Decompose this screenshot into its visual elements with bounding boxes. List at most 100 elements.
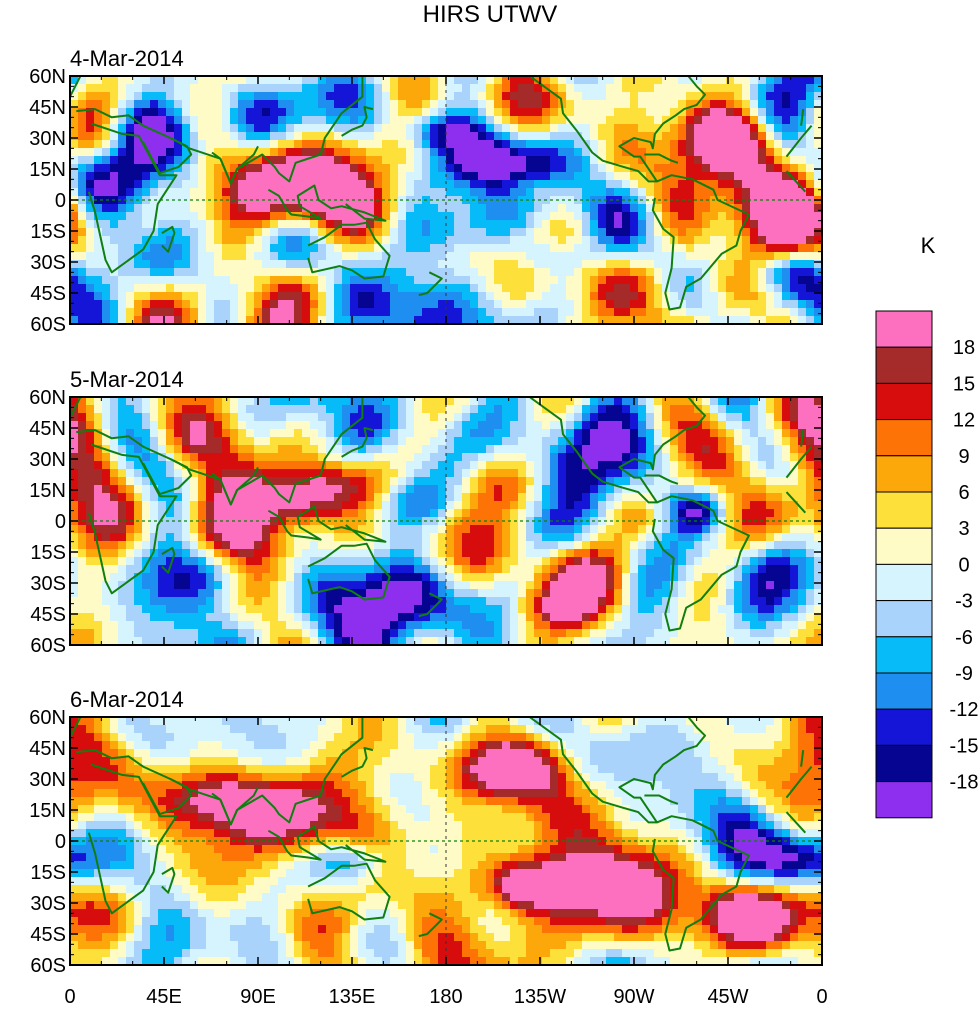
field-cell xyxy=(470,244,479,253)
field-cell xyxy=(190,308,199,317)
field-cell xyxy=(582,549,591,558)
field-cell xyxy=(606,461,615,470)
field-cell xyxy=(590,477,599,486)
field-cell xyxy=(326,84,335,93)
field-cell xyxy=(430,252,439,261)
field-cell xyxy=(430,501,439,510)
field-cell xyxy=(486,100,495,109)
field-cell xyxy=(158,76,167,85)
field-cell xyxy=(86,541,95,550)
field-cell xyxy=(478,413,487,422)
field-cell xyxy=(110,445,119,454)
field-cell xyxy=(710,525,719,534)
field-cell xyxy=(574,284,583,293)
field-cell xyxy=(134,156,143,165)
field-cell xyxy=(382,421,391,430)
field-cell xyxy=(646,100,655,109)
field-cell xyxy=(782,421,791,430)
field-cell xyxy=(382,533,391,542)
field-cell xyxy=(494,124,503,133)
field-cell xyxy=(478,244,487,253)
field-cell xyxy=(742,188,751,197)
field-cell xyxy=(174,477,183,486)
field-cell xyxy=(342,260,351,269)
field-cell xyxy=(654,164,663,173)
field-cell xyxy=(246,92,255,101)
field-cell xyxy=(806,236,815,245)
field-cell xyxy=(374,509,383,518)
field-cell xyxy=(310,260,319,269)
field-cell xyxy=(606,236,615,245)
field-cell xyxy=(110,493,119,502)
field-cell xyxy=(294,292,303,301)
field-cell xyxy=(230,461,239,470)
field-cell xyxy=(78,180,87,189)
field-cell xyxy=(718,172,727,181)
field-cell xyxy=(750,252,759,261)
field-cell xyxy=(694,316,703,324)
field-cell xyxy=(454,252,463,261)
field-cell xyxy=(414,525,423,534)
field-cell xyxy=(670,84,679,93)
field-cell xyxy=(566,228,575,237)
field-cell xyxy=(622,84,631,93)
field-cell xyxy=(302,276,311,285)
field-cell xyxy=(462,429,471,438)
field-cell xyxy=(758,509,767,518)
field-cell xyxy=(726,525,735,534)
field-cell xyxy=(598,108,607,117)
field-cell xyxy=(174,180,183,189)
field-cell xyxy=(790,453,799,462)
field-cell xyxy=(766,525,775,534)
field-cell xyxy=(94,308,103,317)
field-cell xyxy=(174,437,183,446)
panels: 4-Mar-201460N45N30N15N015S30S45S60S5-Mar… xyxy=(29,46,827,1008)
field-cell xyxy=(286,196,295,205)
field-cell xyxy=(286,469,295,478)
field-cell xyxy=(182,533,191,542)
field-cell xyxy=(686,156,695,165)
field-cell xyxy=(142,228,151,237)
field-cell xyxy=(774,429,783,438)
field-cell xyxy=(182,308,191,317)
field-cell xyxy=(262,557,271,566)
field-cell xyxy=(758,421,767,430)
field-cell xyxy=(726,421,735,430)
field-cell xyxy=(654,148,663,157)
field-cell xyxy=(510,300,519,309)
field-cell xyxy=(518,236,527,245)
field-cell xyxy=(558,244,567,253)
field-cell xyxy=(694,124,703,133)
field-cell xyxy=(462,437,471,446)
field-cell xyxy=(222,172,231,181)
field-cell xyxy=(150,116,159,125)
field-cell xyxy=(166,477,175,486)
field-cell xyxy=(422,493,431,502)
field-cell xyxy=(510,405,519,414)
field-cell xyxy=(718,276,727,285)
field-cell xyxy=(286,533,295,542)
field-cell xyxy=(238,276,247,285)
field-cell xyxy=(262,180,271,189)
field-cell xyxy=(190,204,199,213)
field-cell xyxy=(94,244,103,253)
field-cell xyxy=(182,268,191,277)
field-cell xyxy=(454,485,463,494)
field-cell xyxy=(798,84,807,93)
field-cell xyxy=(222,76,231,85)
field-cell xyxy=(110,405,119,414)
field-cell xyxy=(574,421,583,430)
field-cell xyxy=(206,124,215,133)
field-cell xyxy=(358,300,367,309)
field-cell xyxy=(206,501,215,510)
field-cell xyxy=(662,509,671,518)
field-cell xyxy=(518,276,527,285)
field-cell xyxy=(742,413,751,422)
field-cell xyxy=(566,164,575,173)
field-cell xyxy=(350,485,359,494)
field-cell xyxy=(766,180,775,189)
field-cell xyxy=(142,397,151,406)
field-cell xyxy=(246,172,255,181)
field-cell xyxy=(254,236,263,245)
field-cell xyxy=(782,84,791,93)
